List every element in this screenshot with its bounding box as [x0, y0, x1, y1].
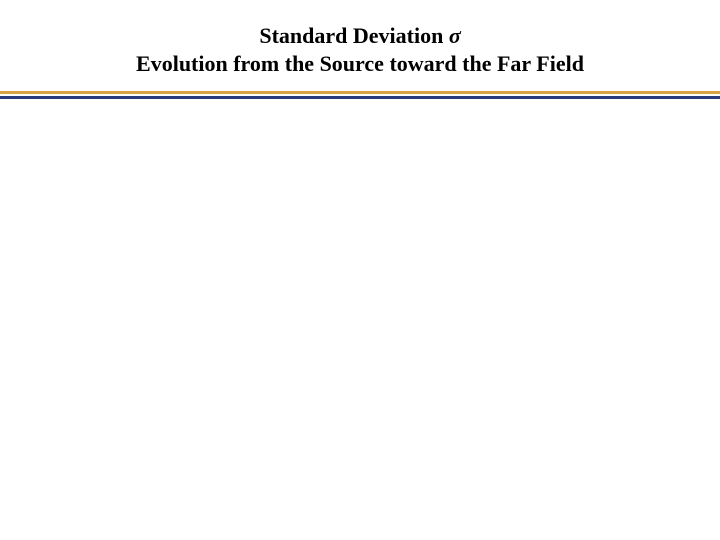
slide: Standard Deviation σ Evolution from the … [0, 0, 720, 540]
title-block: Standard Deviation σ Evolution from the … [0, 0, 720, 77]
title-line-2: Evolution from the Source toward the Far… [40, 50, 680, 78]
title-text-prefix: Standard Deviation [259, 23, 448, 48]
title-line-1: Standard Deviation σ [40, 22, 680, 50]
divider-rule [0, 91, 720, 99]
sigma-symbol: σ [449, 23, 461, 48]
divider-bottom-stripe [0, 96, 720, 99]
